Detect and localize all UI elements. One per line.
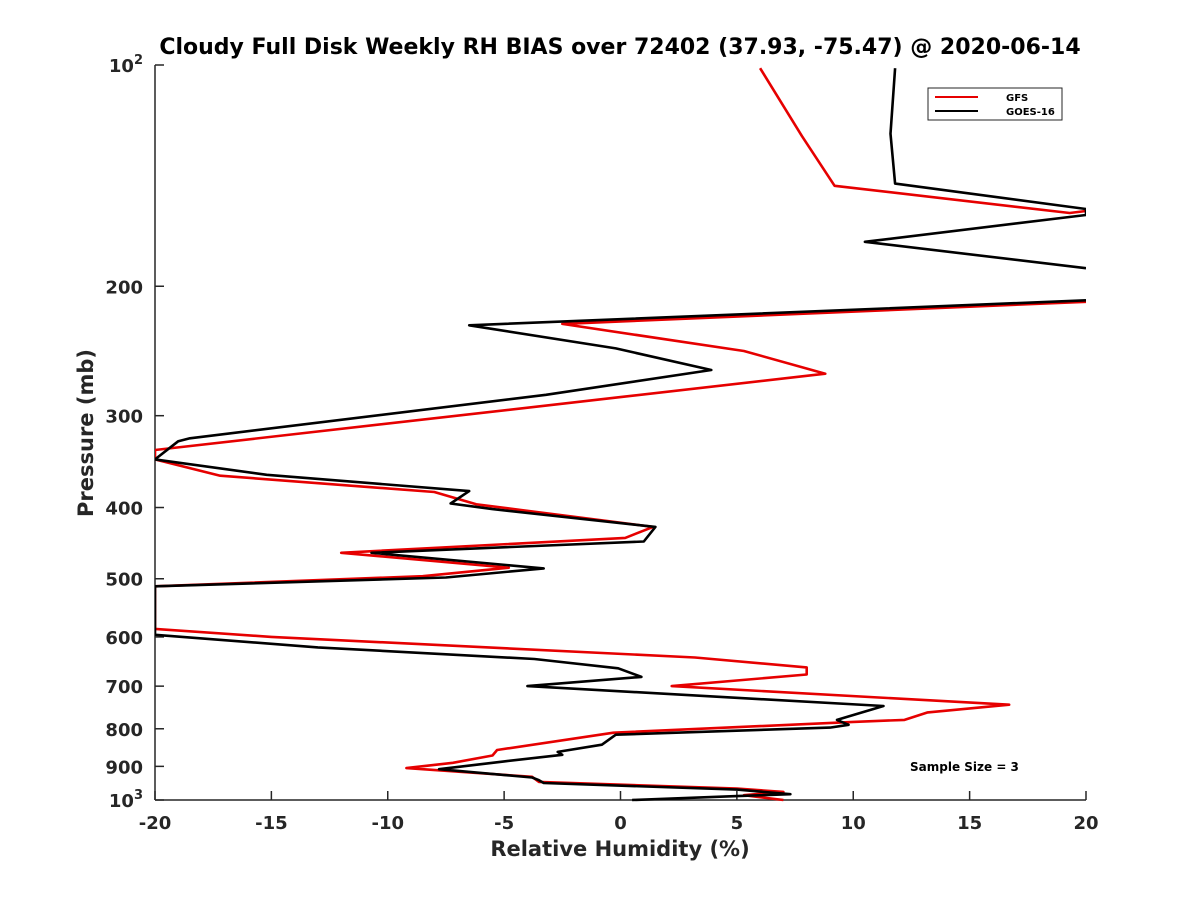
sample-size-annotation: Sample Size = 3 [910, 760, 1019, 774]
series-line-goes16 [155, 299, 1086, 802]
x-tick-label: 0 [614, 813, 627, 834]
x-tick-label: -20 [139, 813, 172, 834]
axes [154, 65, 1086, 801]
y-tick-label: 400 [105, 499, 143, 520]
x-tick-label: 15 [957, 813, 982, 834]
series-line-goes16-upper [863, 68, 1086, 270]
x-tick-label: 5 [731, 813, 744, 834]
y-tick-label: 300 [105, 407, 143, 428]
x-tick-label: -10 [371, 813, 404, 834]
legend-label-gfs: GFS [1006, 93, 1028, 104]
x-tick-label: 20 [1073, 813, 1098, 834]
y-tick-label: 103 [109, 788, 143, 812]
y-ticks: 102 200 300 400 500 600 700 800 900 103 [105, 53, 164, 812]
x-tick-label: 10 [841, 813, 866, 834]
series-layer [155, 67, 1086, 802]
x-ticks: -20 -15 -10 -5 0 5 10 15 20 [139, 791, 1099, 834]
y-tick-label: 102 [109, 53, 143, 77]
legend-label-goes16: GOES-16 [1006, 107, 1055, 118]
y-tick-label: 500 [105, 570, 143, 591]
y-axis-label: Pressure (mb) [74, 349, 98, 517]
y-tick-label: 800 [105, 720, 143, 741]
x-tick-label: -15 [255, 813, 288, 834]
chart-title: Cloudy Full Disk Weekly RH BIAS over 724… [159, 35, 1080, 60]
y-tick-label: 200 [105, 277, 143, 298]
x-axis-label: Relative Humidity (%) [490, 837, 749, 861]
series-line-gfs [155, 300, 1086, 802]
series-line-gfs-upper [758, 67, 1086, 215]
x-tick-label: -5 [494, 813, 514, 834]
y-tick-label: 600 [105, 628, 143, 649]
y-tick-label: 900 [105, 757, 143, 778]
y-tick-label: 700 [105, 677, 143, 698]
legend: GFS GOES-16 [927, 87, 1063, 121]
legend-box [927, 87, 1063, 121]
